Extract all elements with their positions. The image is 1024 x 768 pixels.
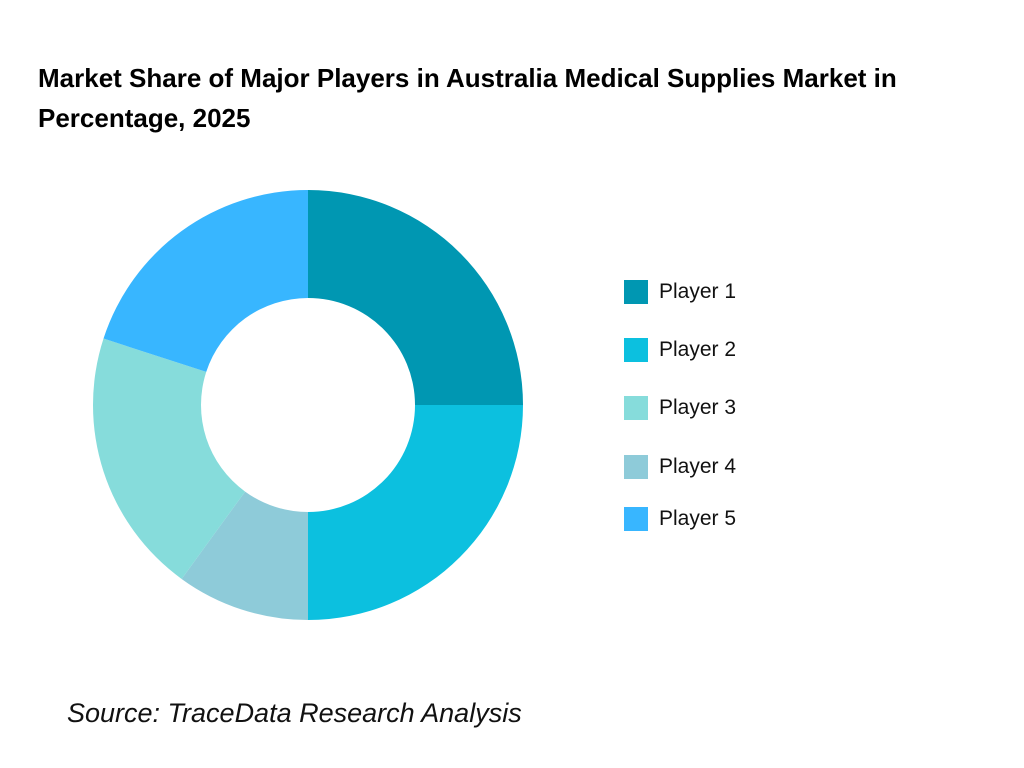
legend-swatch	[624, 338, 648, 362]
legend-item: Player 2	[624, 338, 736, 362]
legend-label: Player 4	[659, 455, 737, 478]
legend-label: Player 2	[659, 338, 737, 361]
legend-swatch	[624, 507, 648, 531]
slice-player-2	[308, 405, 523, 620]
legend-item: Player 4	[624, 455, 736, 479]
legend-swatch	[624, 455, 648, 479]
legend-swatch	[624, 396, 648, 420]
legend-label: Player 3	[659, 396, 737, 419]
legend-item: Player 3	[624, 396, 736, 420]
slice-player-5	[103, 190, 308, 372]
legend-label: Player 5	[659, 507, 737, 530]
legend-label: Player 1	[659, 280, 737, 303]
slice-player-3	[92, 338, 246, 579]
legend-swatch	[624, 280, 648, 304]
source-note: Source: TraceData Research Analysis	[67, 698, 522, 728]
slice-player-4	[181, 491, 308, 620]
legend-item: Player 5	[624, 507, 736, 531]
slice-player-1	[308, 190, 523, 405]
chart-title: Market Share of Major Players in Austral…	[38, 63, 897, 133]
legend-item: Player 1	[624, 280, 736, 304]
